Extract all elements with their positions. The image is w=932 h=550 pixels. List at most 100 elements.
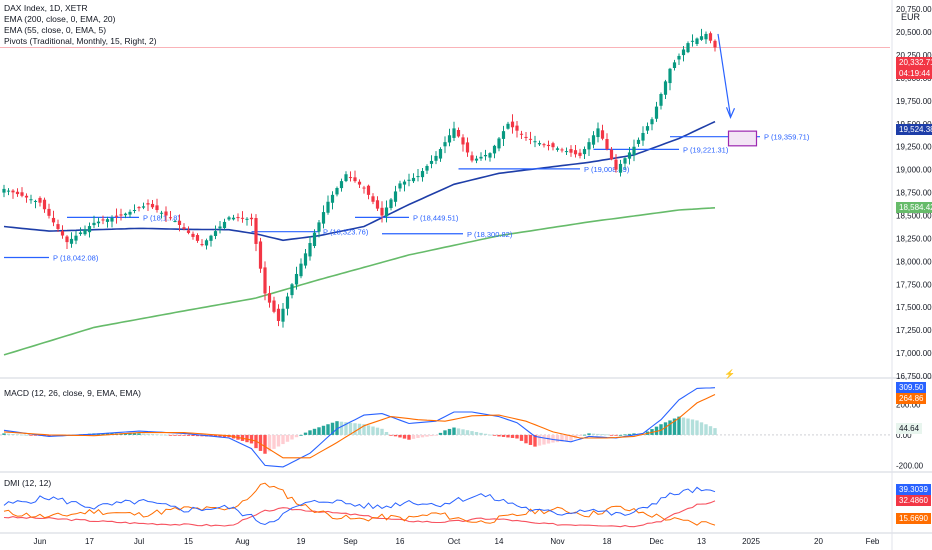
pivots-legend[interactable]: Pivots (Traditional, Monthly, 15, Right,… [4,36,157,46]
macd-tick-label: -200.00 [896,461,924,470]
symbol-title[interactable]: DAX Index, 1D, XETR [4,3,88,13]
candle [708,31,713,44]
candle-body [159,212,164,214]
candle [533,135,537,148]
ema200-legend[interactable]: EMA (200, close, 0, EMA, 20) [4,14,116,24]
macd-hist-bar [258,434,263,451]
candle [254,214,258,252]
candle [69,232,74,248]
macd-hist-bar [456,428,461,435]
candle-body [672,62,677,68]
macd-hist-bar [20,434,24,436]
candle [29,194,33,204]
candle [87,222,92,238]
candle-body [609,149,614,160]
candle [186,226,191,235]
candle [159,210,164,219]
candle [204,238,209,250]
macd-hist-bar [411,434,416,439]
macd-hist-bar [245,434,249,443]
candle-body [371,196,375,202]
price-tick-label: 18,750.00 [896,189,932,198]
candle-body [312,232,317,247]
macd-hist-bar [393,434,398,437]
macd-hist-bar [681,417,686,435]
macd-hist-bar [155,434,159,436]
candle-body [654,106,659,119]
candle [209,234,213,247]
ema55-legend[interactable]: EMA (55, close, 0, EMA, 5) [4,25,107,35]
time-tick-label: Dec [649,537,663,546]
candle-body [51,217,56,223]
candle-body [339,181,344,189]
candle [321,205,326,229]
price-tick-label: 18,250.00 [896,234,932,243]
pivot-level: P (18,1...8) [67,213,180,222]
dmi-legend[interactable]: DMI (12, 12) [4,478,52,488]
candle-body [267,293,272,303]
macd-hist-bar [353,423,357,435]
candle [366,184,371,200]
candle-body [137,207,141,209]
candle-body [483,154,488,157]
macd-hist-bar [362,424,366,435]
signal-tag: 264.86 [896,393,927,404]
candle [344,171,348,183]
candle-body [573,150,578,155]
candle [281,303,285,328]
macd-hist-bar [474,431,479,435]
signal-line [3,394,716,459]
macd-hist-bar [105,433,110,435]
pivot-level: P (18,323.76) [251,228,369,237]
candle-body [326,201,330,213]
macd-hist-bar [321,425,326,435]
macd-hist-bar [564,434,569,442]
candle-body [614,159,618,170]
candle [141,202,146,210]
candle [465,137,470,157]
macd-hist-bar [497,434,501,437]
candle [375,196,380,212]
candle [591,131,596,149]
macd-hist-bar [146,433,150,435]
macd-hist-bar [128,433,132,435]
candle-body [186,230,191,233]
macd-hist-bar [182,434,186,436]
candle [330,191,335,210]
candle-body [537,143,542,145]
macd-hist-bar [618,434,623,436]
candle-body [555,148,560,150]
time-tick-label: 17 [85,537,94,546]
candle [650,117,654,131]
price-tick-label: 19,000.00 [896,166,932,175]
candle-body [240,217,245,219]
macd-hist-bar [141,433,146,435]
candle-body [60,231,65,236]
candle [182,223,186,231]
candle-body [47,208,51,216]
candle [384,200,389,223]
candle [195,233,200,243]
macd-hist-bar [2,433,6,435]
target-box [727,130,758,147]
candle [425,164,429,175]
candle [240,211,245,223]
pivot-level: P (19,221.31) [593,145,729,154]
candle [249,213,254,226]
candle-body [393,191,398,202]
time-tick-label: Jun [34,537,47,546]
macd-hist-bar [375,427,380,435]
macd-hist-bar [461,429,465,435]
candle [96,217,101,227]
candle-body [303,253,308,266]
candle [560,147,564,153]
dmi-minus-tag: 32.4860 [896,495,931,506]
macd-legend[interactable]: MACD (12, 26, close, 9, EMA, EMA) [4,388,141,398]
candle [668,67,672,91]
pivot-label: P (19,359.71) [764,133,810,142]
currency-label[interactable]: EUR [901,12,921,22]
macd-hist-bar [452,427,456,435]
macd-hist-bar [488,434,492,436]
candle-body [200,244,204,246]
